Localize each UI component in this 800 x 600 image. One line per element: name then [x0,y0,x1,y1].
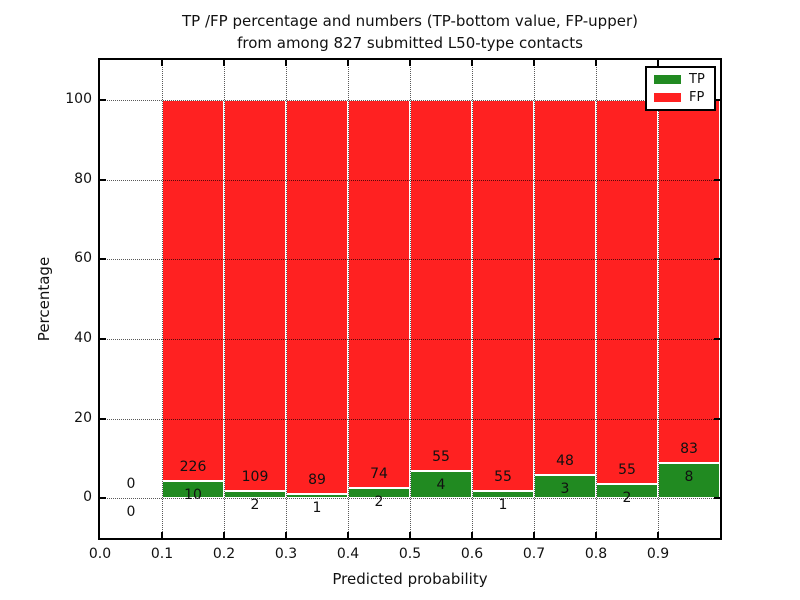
gridline-vertical [596,60,597,538]
gridline-vertical [472,60,473,538]
gridline-vertical [658,60,659,538]
tp-count-label: 2 [374,493,384,510]
bar-segment-fp [596,99,658,485]
x-tick-label: 0.2 [212,546,236,562]
bar-segment-fp [410,99,472,472]
bar-segment-fp [348,99,410,488]
fp-count-label: 55 [494,469,512,486]
tick-mark-left [100,178,106,181]
x-tick-label: 0.9 [646,546,670,562]
bar-segment-tp [410,471,472,499]
bar-segment-tp [658,463,720,499]
tp-count-label: 4 [436,477,446,494]
fp-count-label: 48 [556,452,574,469]
plot-area: 0 0 226 10 109 2 89 1 74 2 55 4 55 1 48 3 55 2 83 8 TP FP [98,58,722,540]
fp-count-label: 74 [370,465,388,482]
tick-mark-bottom [223,532,225,538]
fp-count-label: 55 [618,462,636,479]
tick-mark-top [595,60,597,66]
tp-count-label: 1 [312,499,322,516]
gridline-vertical [348,60,349,538]
legend-entry: FP [654,91,705,104]
tick-mark-top [657,60,659,66]
tick-mark-bottom [471,532,473,538]
tick-mark-bottom [161,532,163,538]
bar-segment-fp [658,99,720,464]
x-axis-label: Predicted probability [332,570,488,588]
tp-count-label: 1 [498,496,508,513]
fp-count-label: 0 [126,476,136,493]
tick-mark-right [714,337,720,340]
y-tick-label: 80 [74,170,92,187]
y-axis-label: Percentage [35,256,53,342]
tick-mark-bottom [657,532,659,538]
legend-entry: TP [654,73,705,86]
y-tick-label: 0 [83,489,92,506]
tick-mark-right [714,417,720,420]
tick-mark-left [100,98,106,101]
legend-label: FP [689,90,705,105]
tick-mark-right [714,258,720,261]
tick-mark-bottom [409,532,411,538]
tp-count-label: 8 [684,469,694,486]
tick-mark-left [100,497,106,500]
x-tick-label: 0.5 [398,546,422,562]
x-tick-label: 0.7 [522,546,546,562]
x-tick-label: 0.1 [150,546,174,562]
legend-swatch-fp-icon [654,93,681,102]
fp-count-label: 226 [179,459,207,476]
chart-title-line1: TP /FP percentage and numbers (TP-bottom… [182,12,638,30]
tick-mark-top [285,60,287,66]
bar-segment-fp [286,99,348,494]
tp-count-label: 10 [184,487,202,504]
tick-mark-left [100,337,106,340]
gridline-vertical [534,60,535,538]
tick-mark-left [100,258,106,261]
chart-title-line2: from among 827 submitted L50-type contac… [237,34,583,52]
x-tick-label: 0.0 [88,546,112,562]
tick-mark-left [100,417,106,420]
gridline-vertical [224,60,225,538]
legend-swatch-tp-icon [654,75,681,84]
fp-count-label: 89 [308,471,326,488]
x-tick-label: 0.8 [584,546,608,562]
tp-count-label: 2 [622,490,632,507]
gridline-vertical [286,60,287,538]
tp-count-label: 3 [560,480,570,497]
fp-count-label: 55 [432,449,450,466]
tick-mark-top [347,60,349,66]
tick-mark-top [471,60,473,66]
tick-mark-top [161,60,163,66]
fp-count-label: 109 [241,469,269,486]
fp-count-label: 83 [680,441,698,458]
gridline-vertical [410,60,411,538]
y-tick-label: 20 [74,409,92,426]
gridline-vertical [162,60,163,538]
tp-count-label: 2 [250,496,260,513]
chart-title: TP /FP percentage and numbers (TP-bottom… [182,10,638,54]
y-tick-label: 60 [74,250,92,267]
y-tick-label: 100 [65,90,92,107]
bar-segment-fp [162,99,224,482]
tick-mark-bottom [347,532,349,538]
x-tick-label: 0.4 [336,546,360,562]
legend: TP FP [645,66,716,111]
x-tick-label: 0.3 [274,546,298,562]
tick-mark-bottom [533,532,535,538]
tp-count-label: 0 [126,504,136,521]
legend-label: TP [689,72,705,87]
bar-segment-fp [224,99,286,491]
tick-mark-top [533,60,535,66]
bar-segment-fp [472,99,534,492]
tick-mark-bottom [595,532,597,538]
x-tick-label: 0.6 [460,546,484,562]
tick-mark-right [714,497,720,500]
y-tick-label: 40 [74,329,92,346]
tick-mark-top [409,60,411,66]
tick-mark-top [223,60,225,66]
tick-mark-bottom [285,532,287,538]
tick-mark-right [714,98,720,101]
tick-mark-right [714,178,720,181]
